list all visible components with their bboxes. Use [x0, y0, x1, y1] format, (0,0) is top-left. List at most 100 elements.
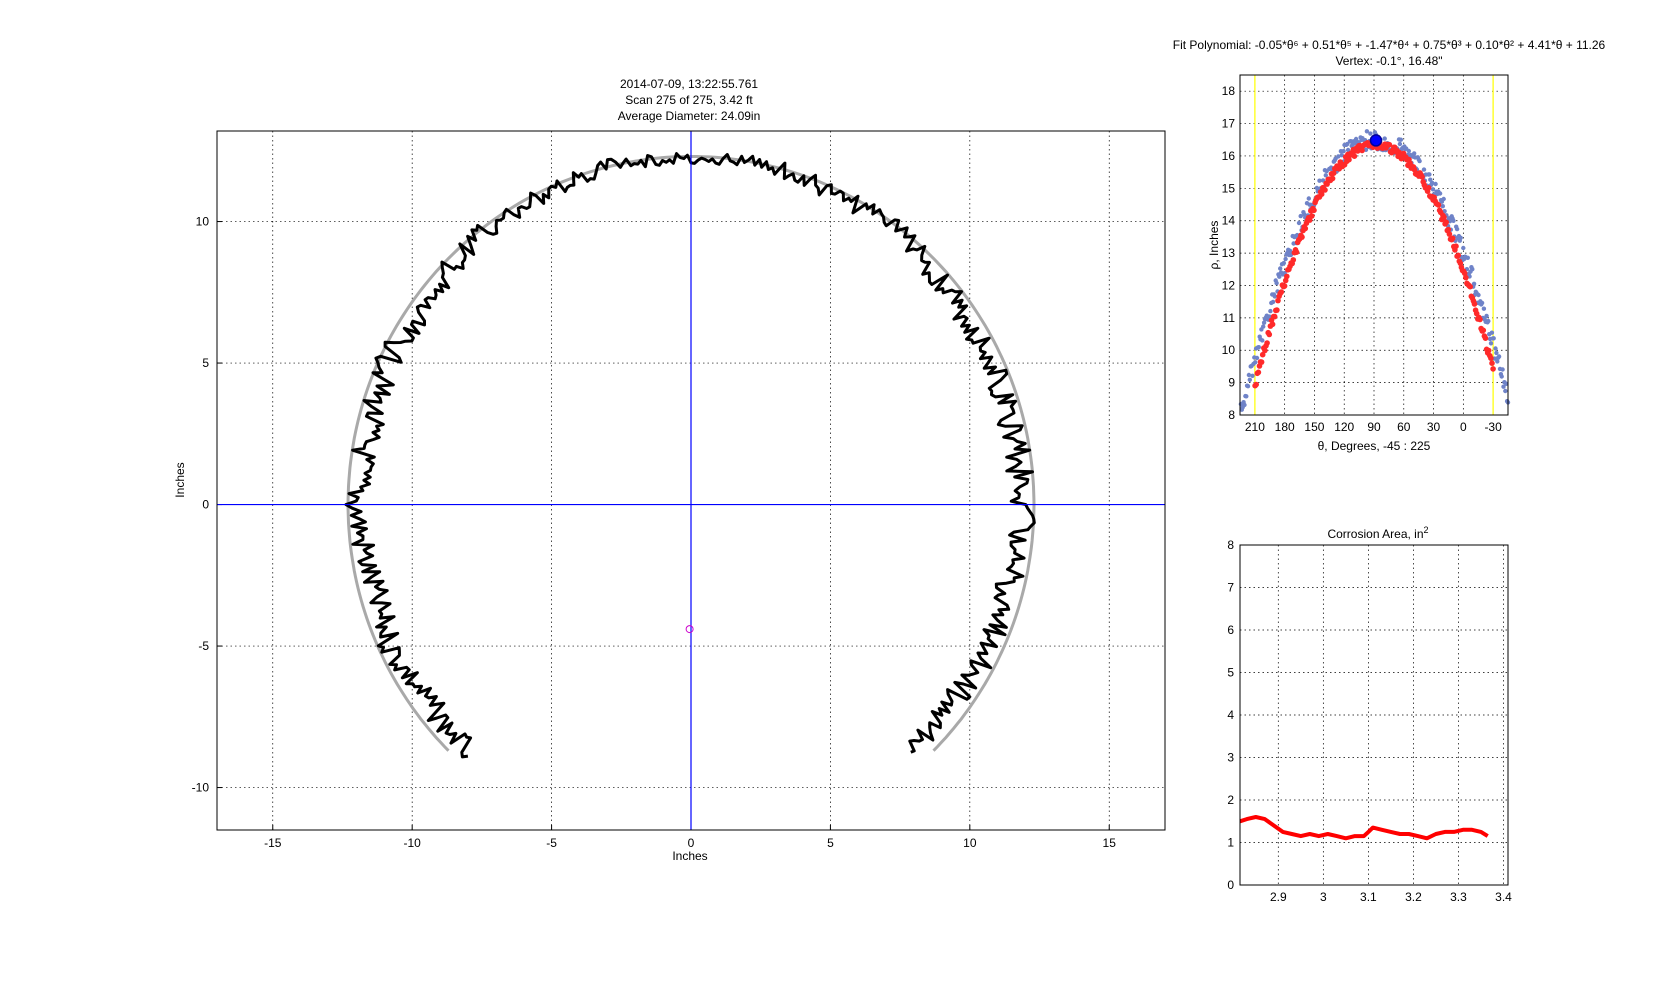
corrosion-y-tick-label: 8 — [1227, 538, 1234, 552]
polar-fit-x-tick-label: 180 — [1275, 420, 1295, 434]
raw-point — [1455, 235, 1461, 241]
polar-fit-y-axis-label: ρ, Inches — [1207, 221, 1221, 270]
fit-point — [1387, 149, 1394, 155]
raw-point — [1430, 187, 1436, 192]
corrosion-x-tick-label: 2.9 — [1270, 890, 1287, 904]
polar-fit-plot: Fit Polynomial: -0.05*θ⁶ + 0.51*θ⁵ + -1.… — [1173, 38, 1606, 453]
raw-point — [1247, 377, 1253, 382]
raw-point — [1276, 272, 1281, 277]
raw-point — [1421, 167, 1427, 172]
scan-profile-line — [344, 152, 1036, 759]
raw-point — [1244, 383, 1250, 388]
raw-point — [1291, 241, 1296, 246]
polar-fit-y-tick-label: 14 — [1222, 214, 1236, 228]
raw-point — [1504, 399, 1510, 404]
fit-point — [1478, 325, 1484, 332]
raw-point — [1342, 142, 1347, 148]
raw-point — [1279, 262, 1285, 267]
profile-plot: 2014-07-09, 13:22:55.761 Scan 275 of 275… — [173, 77, 1166, 863]
raw-point — [1442, 209, 1447, 214]
raw-point — [1396, 137, 1402, 142]
profile-title-line-2: Scan 275 of 275, 3.42 ft — [625, 93, 753, 107]
fit-point — [1320, 184, 1326, 191]
raw-point — [1243, 393, 1248, 399]
polar-fit-x-tick-label: 60 — [1397, 420, 1411, 434]
corrosion-y-tick-label: 4 — [1227, 708, 1234, 722]
vertex-title: Vertex: -0.1°, 16.48" — [1335, 54, 1442, 68]
raw-point — [1412, 151, 1417, 156]
raw-point — [1372, 130, 1378, 135]
fit-point — [1454, 253, 1460, 259]
corrosion-axes-frame — [1239, 544, 1509, 886]
raw-point — [1496, 355, 1501, 360]
fit-point — [1405, 162, 1411, 169]
fit-point — [1472, 307, 1479, 314]
fit-point — [1276, 293, 1282, 300]
corrosion-y-tick-label: 6 — [1227, 623, 1234, 637]
raw-point — [1331, 159, 1337, 164]
fit-point — [1483, 346, 1490, 353]
corrosion-x-tick-label: 3.3 — [1450, 890, 1467, 904]
raw-point — [1428, 177, 1433, 182]
raw-point — [1484, 313, 1489, 319]
profile-x-tick-label: -10 — [404, 836, 422, 850]
polar-fit-y-tick-label: 9 — [1228, 376, 1235, 390]
fit-point — [1256, 363, 1263, 369]
corrosion-plot: Corrosion Area, in2 2.9 3 3.1 3.2 3.3 3.40123… — [1227, 525, 1512, 904]
fit-point — [1463, 274, 1469, 281]
raw-point — [1250, 373, 1255, 378]
polar-fit-y-tick-label: 8 — [1228, 408, 1235, 422]
raw-point — [1257, 334, 1262, 339]
fit-point — [1291, 249, 1298, 256]
raw-point — [1358, 135, 1363, 140]
polar-fit-y-tick-label: 10 — [1222, 343, 1236, 357]
raw-point — [1364, 129, 1370, 134]
polar-fit-x-tick-label: 210 — [1245, 420, 1265, 434]
raw-point — [1317, 178, 1322, 183]
raw-point — [1493, 346, 1498, 351]
raw-point — [1488, 341, 1494, 346]
profile-x-tick-label: 5 — [827, 836, 834, 850]
raw-point — [1246, 372, 1252, 378]
polar-fit-x-tick-label: 90 — [1367, 420, 1381, 434]
fit-point — [1267, 323, 1274, 329]
polar-fit-y-tick-label: 11 — [1223, 311, 1236, 325]
raw-point — [1368, 131, 1373, 136]
fit-point — [1265, 329, 1271, 336]
raw-point — [1268, 308, 1273, 314]
polar-fit-axes-frame — [1239, 74, 1509, 416]
corrosion-y-tick-label: 7 — [1227, 581, 1234, 595]
raw-point — [1339, 153, 1345, 158]
raw-point — [1487, 336, 1493, 342]
profile-x-tick-label: -5 — [546, 836, 557, 850]
profile-axes-frame — [216, 130, 1166, 831]
raw-point — [1481, 306, 1487, 311]
corrosion-series-line — [1239, 815, 1489, 841]
fit-point — [1328, 171, 1335, 177]
raw-point — [1298, 213, 1303, 219]
corrosion-x-tick-label: 3 — [1320, 890, 1327, 904]
corrosion-title-text: Corrosion Area, in — [1327, 527, 1423, 541]
profile-x-tick-label: 10 — [963, 836, 977, 850]
raw-point — [1497, 366, 1503, 372]
polar-fit-y-tick-label: 13 — [1222, 246, 1236, 260]
fit-point — [1442, 221, 1448, 227]
fit-point — [1308, 208, 1314, 214]
fit-point — [1420, 179, 1426, 185]
raw-point — [1498, 372, 1504, 377]
polar-fit-y-tick-label: 16 — [1222, 149, 1236, 163]
fit-point — [1451, 243, 1457, 250]
raw-point — [1248, 364, 1253, 369]
corrosion-y-tick-label: 5 — [1227, 666, 1234, 680]
fit-point — [1254, 370, 1261, 377]
corrosion-title: Corrosion Area, in2 — [1327, 525, 1428, 541]
fit-point — [1273, 307, 1279, 314]
raw-point — [1304, 201, 1310, 206]
profile-x-axis-label: Inches — [672, 849, 707, 863]
fit-point — [1300, 227, 1306, 234]
raw-point — [1314, 185, 1320, 191]
raw-point — [1494, 350, 1499, 356]
center-marker — [685, 625, 694, 634]
fit-point — [1285, 267, 1291, 273]
fit-point — [1456, 258, 1463, 265]
